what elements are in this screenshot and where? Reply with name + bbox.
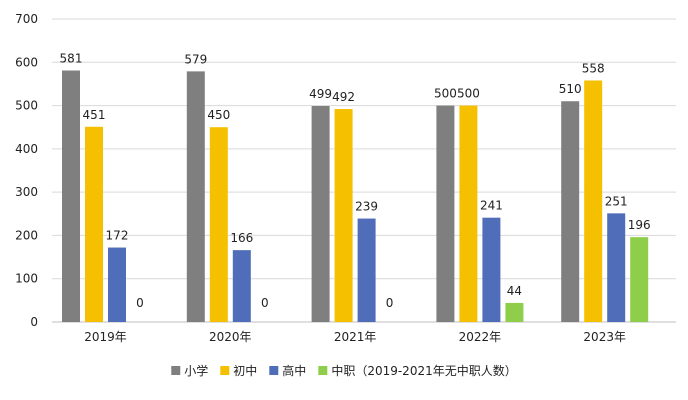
legend-label: 小学 xyxy=(184,363,208,378)
data-label: 500 xyxy=(434,87,457,101)
axes: 0 100 200 300 400 500 600 700 2019年 2020年 2021年 202… xyxy=(15,12,626,344)
legend-swatch xyxy=(220,366,230,375)
data-label: 492 xyxy=(332,90,355,104)
data-label: 0 xyxy=(386,296,394,310)
data-label: 172 xyxy=(106,229,129,243)
data-label: 251 xyxy=(605,194,628,208)
x-tick-label: 2023年 xyxy=(583,330,626,344)
data-label: 0 xyxy=(261,296,269,310)
bar-4 xyxy=(505,302,524,322)
y-tick-label: 600 xyxy=(15,55,38,69)
bar-3 xyxy=(357,218,376,322)
bar-2 xyxy=(85,126,103,322)
legend-swatch xyxy=(318,366,328,375)
data-label: 239 xyxy=(355,200,378,214)
y-tick-label: 300 xyxy=(15,185,38,199)
data-labels: 581 451 172 0 579 450 166 0 499 492 239 0 500 500 241 4… xyxy=(60,52,651,310)
x-tick-label: 2022年 xyxy=(459,330,502,344)
data-label: 241 xyxy=(480,199,503,213)
data-label: 451 xyxy=(83,108,106,122)
bar-2 xyxy=(584,80,603,322)
bar-1 xyxy=(311,106,330,322)
bar-3 xyxy=(607,213,626,322)
bar-1 xyxy=(561,101,580,322)
legend-swatch xyxy=(171,366,181,375)
bar-1 xyxy=(436,105,455,322)
data-label: 500 xyxy=(457,87,480,101)
legend-label: 中职（2019-2021年无中职人数） xyxy=(331,363,516,378)
x-tick-label: 2021年 xyxy=(334,330,377,344)
bars xyxy=(62,70,649,322)
data-label: 196 xyxy=(628,218,651,232)
bar-1 xyxy=(62,70,80,322)
data-label: 450 xyxy=(207,108,230,122)
legend-item: 小学 xyxy=(171,363,208,378)
data-label: 44 xyxy=(507,284,522,298)
legend-item: 中职（2019-2021年无中职人数） xyxy=(318,363,517,378)
legend-label: 初中 xyxy=(233,363,257,378)
y-tick-label: 500 xyxy=(15,99,38,113)
bar-3 xyxy=(482,217,501,322)
y-tick-label: 100 xyxy=(15,272,38,286)
legend-item: 初中 xyxy=(220,363,257,378)
legend-item: 高中 xyxy=(269,363,306,378)
y-tick-label: 0 xyxy=(30,315,38,329)
bar-1 xyxy=(186,71,205,322)
bar-3 xyxy=(232,250,251,322)
bar-4 xyxy=(630,237,649,322)
data-label: 166 xyxy=(230,231,253,245)
bar-2 xyxy=(459,105,478,322)
bar-3 xyxy=(108,247,126,322)
data-label: 499 xyxy=(309,87,332,101)
data-label: 579 xyxy=(184,52,207,66)
bar-2 xyxy=(209,127,228,322)
x-tick-label: 2020年 xyxy=(209,330,252,344)
y-tick-label: 700 xyxy=(15,12,38,26)
y-tick-label: 200 xyxy=(15,228,38,242)
x-tick-label: 2019年 xyxy=(84,330,127,344)
data-label: 558 xyxy=(582,61,605,75)
y-tick-label: 400 xyxy=(15,142,38,156)
legend: 小学 初中 高中 中职（2019-2021年无中职人数） xyxy=(171,363,517,378)
legend-swatch xyxy=(269,366,279,375)
data-label: 0 xyxy=(136,296,144,310)
bar-2 xyxy=(334,109,353,322)
data-label: 581 xyxy=(60,52,83,66)
legend-label: 高中 xyxy=(282,363,306,378)
data-label: 510 xyxy=(559,82,582,96)
